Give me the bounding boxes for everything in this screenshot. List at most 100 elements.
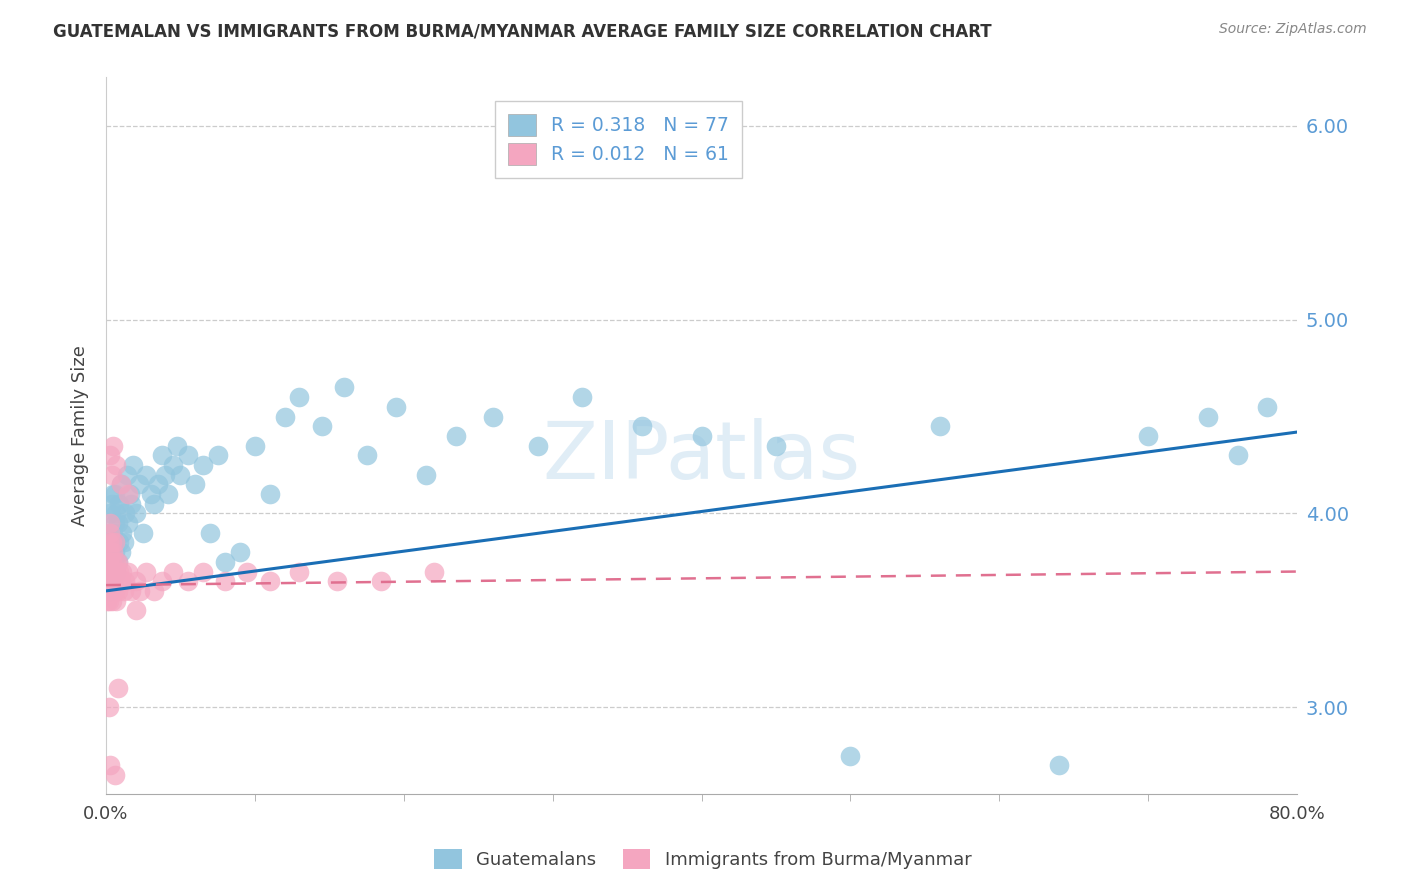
Point <box>101 593 124 607</box>
Point <box>356 448 378 462</box>
Point <box>101 555 124 569</box>
Point <box>162 458 184 472</box>
Point <box>117 516 139 530</box>
Point <box>166 439 188 453</box>
Point <box>928 419 950 434</box>
Legend: R = 0.318   N = 77, R = 0.012   N = 61: R = 0.318 N = 77, R = 0.012 N = 61 <box>495 101 742 178</box>
Point <box>101 574 124 589</box>
Point <box>104 565 127 579</box>
Point <box>96 574 118 589</box>
Point <box>100 555 122 569</box>
Point <box>198 525 221 540</box>
Point <box>125 507 148 521</box>
Point <box>526 439 548 453</box>
Point <box>229 545 252 559</box>
Point <box>103 565 125 579</box>
Point <box>100 525 122 540</box>
Point <box>214 555 236 569</box>
Point <box>107 583 129 598</box>
Point <box>103 439 125 453</box>
Point <box>97 545 120 559</box>
Point <box>97 574 120 589</box>
Point <box>135 565 157 579</box>
Point <box>104 487 127 501</box>
Y-axis label: Average Family Size: Average Family Size <box>72 345 89 526</box>
Point <box>96 545 118 559</box>
Text: ZIPatlas: ZIPatlas <box>543 418 860 497</box>
Point <box>100 525 122 540</box>
Point <box>97 593 120 607</box>
Point <box>104 768 127 782</box>
Point <box>311 419 333 434</box>
Point <box>110 574 132 589</box>
Point <box>100 565 122 579</box>
Point <box>96 565 118 579</box>
Point <box>155 467 177 482</box>
Point <box>100 507 122 521</box>
Point <box>101 497 124 511</box>
Point <box>191 458 214 472</box>
Point <box>1047 758 1070 772</box>
Point <box>104 535 127 549</box>
Point <box>103 583 125 598</box>
Point <box>120 583 142 598</box>
Point <box>259 574 281 589</box>
Point <box>114 574 136 589</box>
Point <box>243 439 266 453</box>
Point <box>125 603 148 617</box>
Point <box>97 555 120 569</box>
Point <box>839 748 862 763</box>
Point <box>1226 448 1249 462</box>
Point <box>184 477 207 491</box>
Point <box>129 583 152 598</box>
Point <box>177 574 200 589</box>
Point <box>100 583 122 598</box>
Point <box>112 535 135 549</box>
Point <box>97 555 120 569</box>
Point <box>112 583 135 598</box>
Point <box>96 593 118 607</box>
Point <box>1197 409 1219 424</box>
Point <box>115 467 138 482</box>
Point <box>135 467 157 482</box>
Point <box>325 574 347 589</box>
Point <box>288 390 311 404</box>
Text: GUATEMALAN VS IMMIGRANTS FROM BURMA/MYANMAR AVERAGE FAMILY SIZE CORRELATION CHAR: GUATEMALAN VS IMMIGRANTS FROM BURMA/MYAN… <box>53 22 993 40</box>
Point <box>105 565 128 579</box>
Point <box>100 448 122 462</box>
Point <box>101 535 124 549</box>
Point <box>101 535 124 549</box>
Point <box>422 565 444 579</box>
Point <box>96 574 118 589</box>
Point <box>191 565 214 579</box>
Point <box>157 487 180 501</box>
Point <box>97 565 120 579</box>
Point <box>273 409 295 424</box>
Point <box>100 758 122 772</box>
Point <box>104 516 127 530</box>
Point <box>482 409 505 424</box>
Point <box>103 525 125 540</box>
Point <box>177 448 200 462</box>
Point <box>128 477 150 491</box>
Point <box>105 593 128 607</box>
Point <box>571 390 593 404</box>
Point <box>111 565 134 579</box>
Point <box>110 477 132 491</box>
Point <box>114 507 136 521</box>
Point <box>162 565 184 579</box>
Point <box>108 535 131 549</box>
Point <box>105 555 128 569</box>
Point <box>142 497 165 511</box>
Point <box>111 525 134 540</box>
Point <box>132 525 155 540</box>
Point <box>103 487 125 501</box>
Point <box>103 555 125 569</box>
Point <box>105 507 128 521</box>
Point <box>107 516 129 530</box>
Point <box>765 439 787 453</box>
Point <box>214 574 236 589</box>
Point <box>117 565 139 579</box>
Point <box>110 545 132 559</box>
Point <box>152 448 174 462</box>
